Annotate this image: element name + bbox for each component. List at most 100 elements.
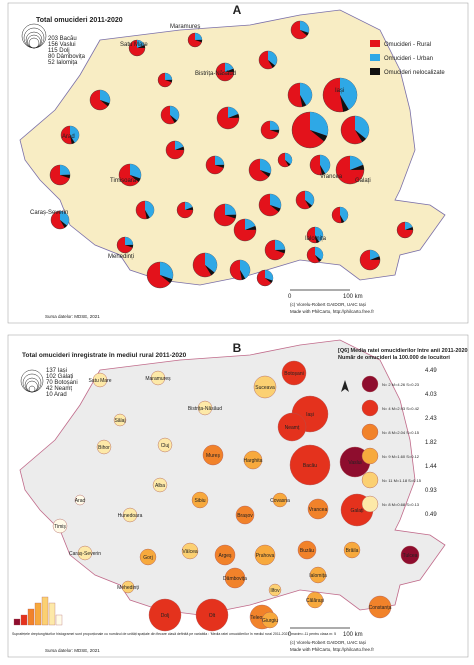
pie-urban <box>225 63 234 72</box>
county-label: Maramureș <box>170 24 200 30</box>
county-circle <box>139 548 157 566</box>
county-circle <box>202 444 224 466</box>
pie-unlocated <box>195 39 202 43</box>
pie-unlocated <box>315 255 322 262</box>
county-circle <box>152 477 168 493</box>
county-label: Argeș <box>218 553 232 559</box>
pie-urban <box>185 202 193 210</box>
county-label: Brașov <box>237 513 253 519</box>
pie-urban <box>315 227 323 242</box>
county-label: Iași <box>306 412 314 418</box>
pie-unlocated <box>275 249 286 254</box>
histogram-bar <box>55 614 63 626</box>
county-circle <box>74 494 86 506</box>
county-label: Vrancea <box>309 507 328 513</box>
pie-urban <box>195 33 202 40</box>
source: Sursa datelor: MDSE, 2021 <box>45 648 100 653</box>
class-stats: N= 4 M=2.93 S=0.42 <box>382 406 420 411</box>
county-label: Vrancea <box>320 174 343 180</box>
pie-unlocated <box>100 100 110 107</box>
county-circle <box>224 567 246 589</box>
pie-unlocated <box>225 214 236 219</box>
county-circle <box>289 444 331 486</box>
pie-urban <box>300 21 309 33</box>
pie-urban <box>60 211 69 226</box>
county-circle <box>235 505 255 525</box>
class-legend-title: [Q6] Media ratei omucidierilor între ani… <box>338 348 468 354</box>
pie-urban <box>265 270 274 281</box>
pie-urban <box>225 204 236 215</box>
county-label: Bacău <box>303 463 317 469</box>
pie-unlocated <box>320 165 326 175</box>
county-label: Suceava <box>255 385 275 391</box>
size-legend-label: 42 Neamț <box>46 386 72 392</box>
class-swatch <box>361 447 379 465</box>
pie-urban <box>285 153 292 165</box>
pie-unlocated <box>268 60 276 68</box>
county-circle <box>243 450 263 470</box>
county-circle <box>113 413 127 427</box>
county-label: Gorj <box>143 555 152 561</box>
county-label: Timișoara <box>110 178 137 184</box>
county-label: Ialomița <box>309 573 327 579</box>
pie-urban <box>60 165 70 175</box>
county-label: Arad <box>75 498 86 504</box>
county-label: Hunedoara <box>118 513 143 519</box>
county-label: Satu Mare <box>120 42 148 48</box>
pie-urban <box>205 253 217 273</box>
pie-unlocated <box>215 164 224 168</box>
county-label: Olt <box>209 613 216 619</box>
pie-unlocated <box>170 115 178 123</box>
pie-unlocated <box>340 215 345 223</box>
pie-urban <box>305 191 314 206</box>
pie-unlocated <box>145 210 150 219</box>
pie-unlocated <box>70 135 75 144</box>
county-circle <box>254 544 276 566</box>
legend-label: Omucideri - Urban <box>384 56 433 62</box>
panel-letter: B <box>233 341 242 355</box>
class-legend-subtitle: Număr de omucideri la 100.000 de locuito… <box>338 355 450 361</box>
legend-title: Total omucideri înregistrate în mediul r… <box>22 352 187 359</box>
layer-b: Satu Mare Maramureș Botoșani Suceava Iași Bis… <box>12 348 468 653</box>
size-legend-label: 156 Vaslui <box>48 42 76 48</box>
county-label: Constanța <box>369 605 392 611</box>
pie-unlocated <box>405 227 413 230</box>
pie-urban <box>160 262 173 280</box>
pie-urban <box>405 222 413 230</box>
pie-urban <box>70 126 80 143</box>
pie-urban <box>240 260 250 279</box>
legend-swatch <box>370 54 380 61</box>
pie-urban <box>125 237 133 245</box>
pie-unlocated <box>315 235 320 243</box>
class-swatch <box>361 423 379 441</box>
county-circle <box>122 507 138 523</box>
credit: Made with PhilCarto, http://philcarto.fr… <box>290 309 375 314</box>
county-label: Bistrița-Năsăud <box>188 406 222 412</box>
histogram-note: Suprafețele dreptunghiurilor histogramei… <box>12 632 336 636</box>
size-legend-label: 203 Bacău <box>48 36 77 42</box>
pie-unlocated <box>160 275 173 284</box>
pie-unlocated <box>270 205 281 212</box>
pie-urban <box>145 201 155 218</box>
north-arrow <box>341 380 349 392</box>
county-circle <box>214 544 236 566</box>
pie-urban <box>275 240 285 250</box>
county-label: Galați <box>350 508 363 514</box>
county-label: Buzău <box>300 548 314 554</box>
pie-unlocated <box>125 244 133 248</box>
county-label: Brăila <box>346 548 359 554</box>
histogram-bar <box>20 614 28 626</box>
county-label: Vaslui <box>348 460 361 466</box>
county-label: Mureș <box>206 453 220 459</box>
size-legend-label: 115 Dolj <box>48 48 70 54</box>
class-break: 0.93 <box>425 488 437 494</box>
pie-unlocated <box>137 45 145 48</box>
pie-urban <box>175 141 184 150</box>
size-legend-label: 10 Arad <box>46 392 67 398</box>
county-label: Neamț <box>285 425 300 431</box>
pie-urban <box>355 116 370 139</box>
class-stats: N= 8 M=2.04 S=0.15 <box>382 430 420 435</box>
pie-unlocated <box>265 278 273 284</box>
pie-unlocated <box>130 175 141 182</box>
county-circle <box>307 498 329 520</box>
